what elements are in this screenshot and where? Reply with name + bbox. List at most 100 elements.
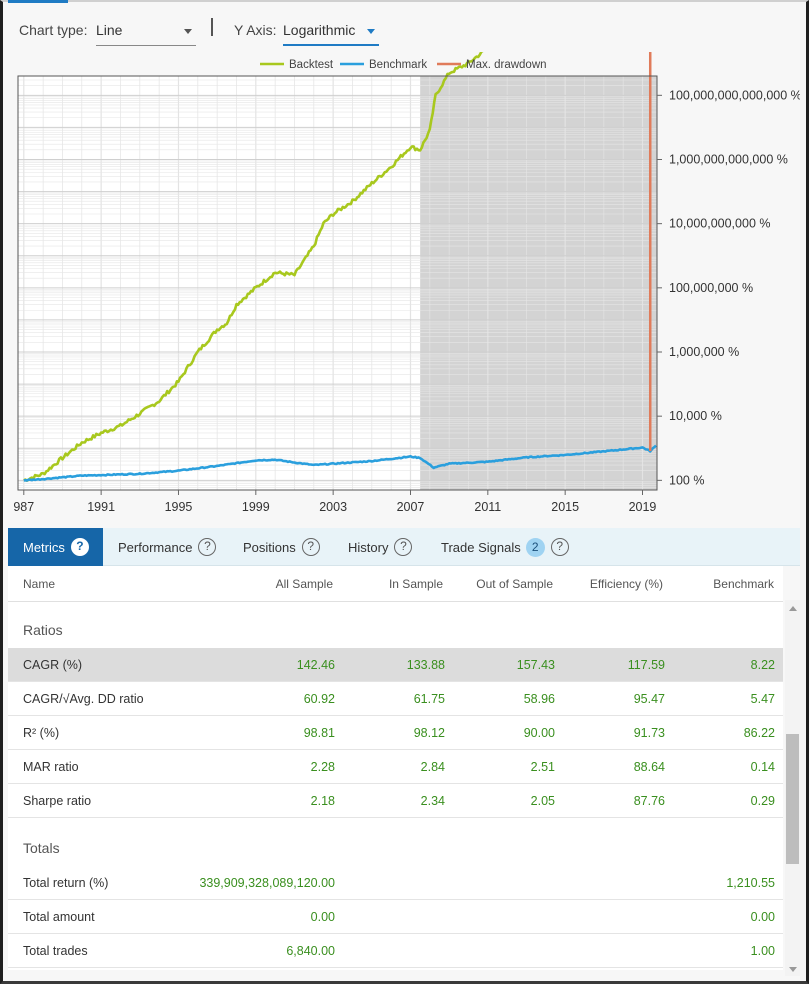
row-name: Total trades xyxy=(23,944,88,958)
y-axis-value: Logarithmic xyxy=(283,22,356,38)
x-tick-label: 1999 xyxy=(242,500,270,514)
row-name: Total return (%) xyxy=(23,876,109,890)
scroll-thumb[interactable] xyxy=(786,734,799,864)
row-value: 91.73 xyxy=(633,726,665,740)
y-tick-label: 10,000 % xyxy=(669,409,722,423)
row-value: 0.14 xyxy=(750,760,775,774)
row-value: 2.51 xyxy=(530,760,555,774)
column-header: Out of Sample xyxy=(476,577,553,591)
row-name: MAR ratio xyxy=(23,760,79,774)
out-of-sample-region xyxy=(420,76,657,490)
table-header: Name All Sample In Sample Out of Sample … xyxy=(8,566,783,602)
column-header: All Sample xyxy=(275,577,333,591)
row-value: 0.29 xyxy=(750,794,775,808)
separator xyxy=(211,18,213,36)
backtest-series-line xyxy=(23,52,484,482)
table-row[interactable]: MAR ratio 2.28 2.84 2.51 88.64 0.14 xyxy=(8,750,783,784)
help-icon[interactable]: ? xyxy=(550,538,569,556)
row-value: 142.46 xyxy=(296,658,335,672)
table-row[interactable]: Sharpe ratio 2.18 2.34 2.05 87.76 0.29 xyxy=(8,784,783,818)
benchmark-series-line xyxy=(23,444,657,482)
row-value: 98.12 xyxy=(413,726,445,740)
column-header: Benchmark xyxy=(713,577,774,591)
x-tick-label: 1991 xyxy=(87,500,115,514)
tab-performance[interactable]: Performance ? xyxy=(118,528,217,566)
column-header: Efficiency (%) xyxy=(589,577,663,591)
tab-label: History xyxy=(348,539,389,555)
section-title: Totals xyxy=(23,840,60,856)
y-tick-label: 1,000,000,000,000 % xyxy=(669,152,788,166)
chart-type-value: Line xyxy=(96,22,123,38)
tab-metrics[interactable]: Metrics ? xyxy=(8,528,103,566)
row-value: 5.47 xyxy=(750,692,775,706)
row-value: 87.76 xyxy=(633,794,665,808)
row-value: 2.05 xyxy=(530,794,555,808)
row-value: 117.59 xyxy=(627,658,665,672)
row-value: 2.34 xyxy=(420,794,445,808)
row-value: 339,909,328,089,120.00 xyxy=(199,876,335,890)
x-tick-label: 2007 xyxy=(397,500,425,514)
x-tick-label: 2015 xyxy=(551,500,579,514)
row-value: 98.81 xyxy=(303,726,335,740)
legend-label: Max. drawdown xyxy=(466,59,547,71)
x-tick-label: 2019 xyxy=(629,500,657,514)
row-value: 95.47 xyxy=(633,692,665,706)
table-row[interactable]: CAGR/√Avg. DD ratio 60.92 61.75 58.96 95.47 5… xyxy=(8,682,783,716)
x-tick-label: 987 xyxy=(13,500,34,514)
column-header: Name xyxy=(23,577,56,591)
metrics-table: Name All Sample In Sample Out of Sample … xyxy=(8,566,783,970)
table-row[interactable]: Total return (%) 339,909,328,089,120.00 1,… xyxy=(8,866,783,900)
tab-history[interactable]: History ? xyxy=(348,528,413,566)
row-value: 90.00 xyxy=(523,726,555,740)
column-header: In Sample xyxy=(388,577,443,591)
row-value: 157.43 xyxy=(516,658,555,672)
help-icon[interactable]: ? xyxy=(70,538,89,556)
scroll-up-icon[interactable] xyxy=(789,606,797,611)
row-value: 2.18 xyxy=(310,794,335,808)
row-value: 88.64 xyxy=(633,760,665,774)
tab-label: Metrics xyxy=(23,539,65,555)
table-row[interactable]: Total amount 0.00 0.00 xyxy=(8,900,783,934)
tab-label: Trade Signals xyxy=(441,539,521,555)
results-tabs: Metrics ? Performance ? Positions ? Hist… xyxy=(8,528,800,566)
legend-label: Backtest xyxy=(289,59,334,71)
y-axis-label: Y Axis: xyxy=(234,22,277,38)
row-value: 86.22 xyxy=(743,726,775,740)
section-title: Ratios xyxy=(23,622,63,638)
row-value: 133.88 xyxy=(406,658,445,672)
row-value: 58.96 xyxy=(523,692,555,706)
y-tick-label: 100 % xyxy=(669,473,704,487)
row-name: R² (%) xyxy=(23,726,60,740)
row-value: 6,840.00 xyxy=(286,944,335,958)
table-row[interactable]: CAGR (%) 142.46 133.88 157.43 117.59 8.22 xyxy=(8,648,783,682)
chart-type-select[interactable]: Line xyxy=(96,18,196,46)
scroll-down-icon[interactable] xyxy=(789,967,797,972)
top-accent xyxy=(8,0,68,3)
row-value: 0.00 xyxy=(310,910,335,924)
row-value: 2.28 xyxy=(310,760,335,774)
row-value: 8.22 xyxy=(750,658,775,672)
signal-count-badge: 2 xyxy=(525,537,545,557)
chart-toolbar: Chart type: Line Y Axis: Logarithmic xyxy=(8,8,800,48)
row-value: 1,210.55 xyxy=(726,876,775,890)
row-value: 61.75 xyxy=(413,692,445,706)
y-tick-label: 10,000,000,000 % xyxy=(669,217,770,231)
equity-chart-svg: 987 1991 1995 1999 2003 2007 2011 2015 2019 100,0… xyxy=(13,52,800,514)
help-icon[interactable]: ? xyxy=(394,538,413,556)
row-value: 1.00 xyxy=(750,944,775,958)
table-row[interactable]: R² (%) 98.81 98.12 90.00 91.73 86.22 xyxy=(8,716,783,750)
row-value: 60.92 xyxy=(303,692,335,706)
chevron-down-icon xyxy=(367,29,375,34)
tab-trade-signals[interactable]: Trade Signals 2 ? xyxy=(441,528,569,566)
x-tick-label: 2003 xyxy=(319,500,347,514)
help-icon[interactable]: ? xyxy=(198,538,217,556)
legend-label: Benchmark xyxy=(369,59,427,71)
row-name: CAGR/√Avg. DD ratio xyxy=(23,692,144,706)
y-axis-select[interactable]: Logarithmic xyxy=(283,18,379,46)
help-icon[interactable]: ? xyxy=(301,538,320,556)
tab-positions[interactable]: Positions ? xyxy=(243,528,320,566)
table-scrollbar[interactable] xyxy=(785,600,800,976)
x-tick-label: 1995 xyxy=(165,500,193,514)
table-row[interactable]: Total trades 6,840.00 1.00 xyxy=(8,934,783,968)
row-name: Sharpe ratio xyxy=(23,794,92,808)
